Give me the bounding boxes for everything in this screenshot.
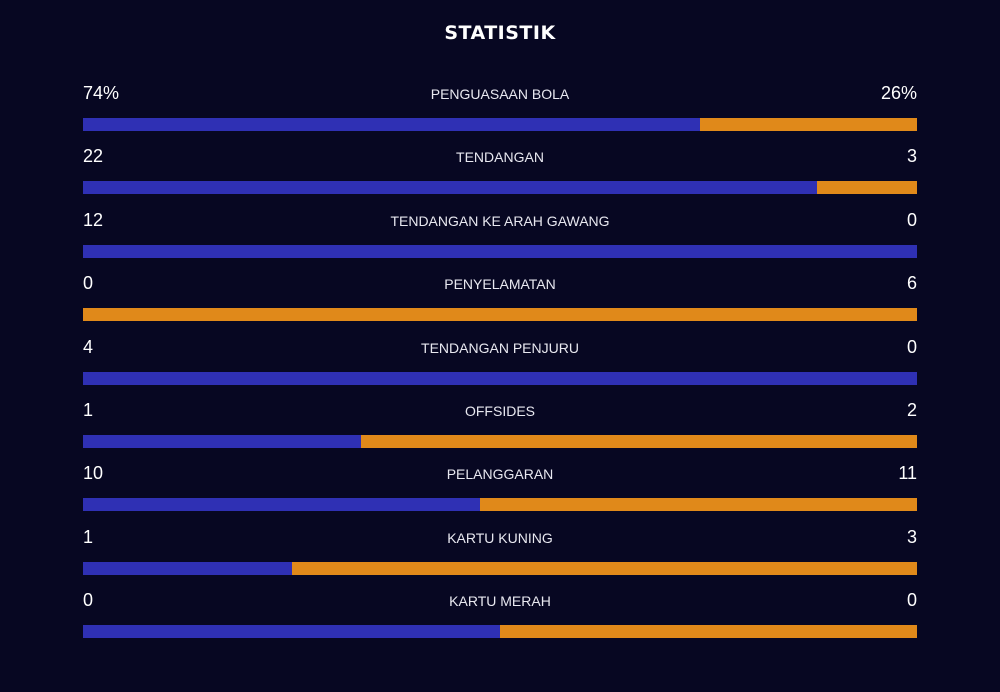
stat-away-value: 6 [906, 273, 917, 294]
stat-bar-home-fill [83, 435, 361, 448]
stat-label: OFFSIDES [464, 403, 535, 419]
stat-away-value: 11 [898, 463, 917, 484]
stat-comparison-bar [83, 308, 917, 322]
stat-bar-away-fill [83, 308, 917, 322]
stat-away-value: 0 [906, 209, 917, 230]
stat-bar-away-fill [500, 625, 917, 639]
stat-row: 0 KARTU MERAH 0 [83, 589, 917, 643]
stat-home-value: 10 [83, 463, 104, 484]
stat-bar-home-fill [83, 181, 817, 195]
stat-comparison-bar [83, 371, 917, 385]
stat-comparison-bar [83, 118, 917, 131]
stat-home-value: 1 [83, 400, 94, 420]
stat-bar-away-fill [360, 435, 917, 448]
stat-bar-home-fill [83, 244, 917, 258]
stat-bar-away-fill [700, 118, 917, 131]
stat-label: PENYELAMATAN [444, 276, 556, 293]
stat-row: 74% PENGUASAAN BOLA 26% [83, 82, 917, 136]
stat-home-value: 4 [83, 336, 94, 357]
stat-row: 1 OFFSIDES 2 [83, 399, 917, 453]
stat-bar-home-fill [83, 561, 292, 575]
stat-label: KARTU KUNING [447, 529, 553, 546]
stat-home-value: 0 [83, 590, 94, 611]
stat-home-value: 1 [83, 526, 94, 547]
stat-label: PELANGGARAN [446, 466, 554, 483]
stat-bar-home-fill [83, 625, 500, 639]
stat-home-value: 12 [83, 209, 104, 230]
stat-label: TENDANGAN KE ARAH GAWANG [390, 212, 610, 229]
stat-away-value: 2 [906, 400, 917, 420]
stat-home-value: 0 [83, 273, 94, 294]
stat-row: 1 KARTU KUNING 3 [83, 526, 917, 580]
stat-away-value: 0 [906, 336, 917, 357]
stat-bar-home-fill [83, 371, 917, 385]
stat-row: 4 TENDANGAN PENJURU 0 [83, 336, 917, 390]
stat-label: TENDANGAN PENJURU [421, 339, 579, 356]
stat-away-value: 26% [880, 83, 917, 103]
statistics-title: STATISTIK [444, 22, 556, 44]
stat-bar-away-fill [291, 561, 917, 575]
stat-bar-home-fill [83, 118, 701, 131]
stat-comparison-bar [83, 181, 917, 195]
stat-label: TENDANGAN [456, 149, 544, 166]
stat-away-value: 0 [906, 590, 917, 611]
stat-row: 0 PENYELAMATAN 6 [83, 272, 917, 326]
stat-away-value: 3 [906, 146, 917, 167]
stat-comparison-bar [83, 625, 917, 639]
stat-comparison-bar [83, 244, 917, 258]
stat-comparison-bar [83, 561, 917, 575]
stat-label: KARTU MERAH [449, 593, 551, 610]
stat-home-value: 22 [83, 146, 104, 167]
stat-bar-away-fill [479, 498, 917, 512]
stat-away-value: 3 [906, 526, 917, 547]
stat-bar-home-fill [83, 498, 480, 512]
stat-row: 22 TENDANGAN 3 [83, 145, 917, 199]
stat-comparison-bar [83, 435, 917, 448]
stat-row: 12 TENDANGAN KE ARAH GAWANG 0 [83, 209, 917, 263]
stat-row: 10 PELANGGARAN 11 [83, 462, 917, 516]
stat-home-value: 74% [83, 83, 120, 103]
stat-label: PENGUASAAN BOLA [430, 86, 570, 102]
stat-comparison-bar [83, 498, 917, 512]
stat-bar-away-fill [816, 181, 917, 195]
